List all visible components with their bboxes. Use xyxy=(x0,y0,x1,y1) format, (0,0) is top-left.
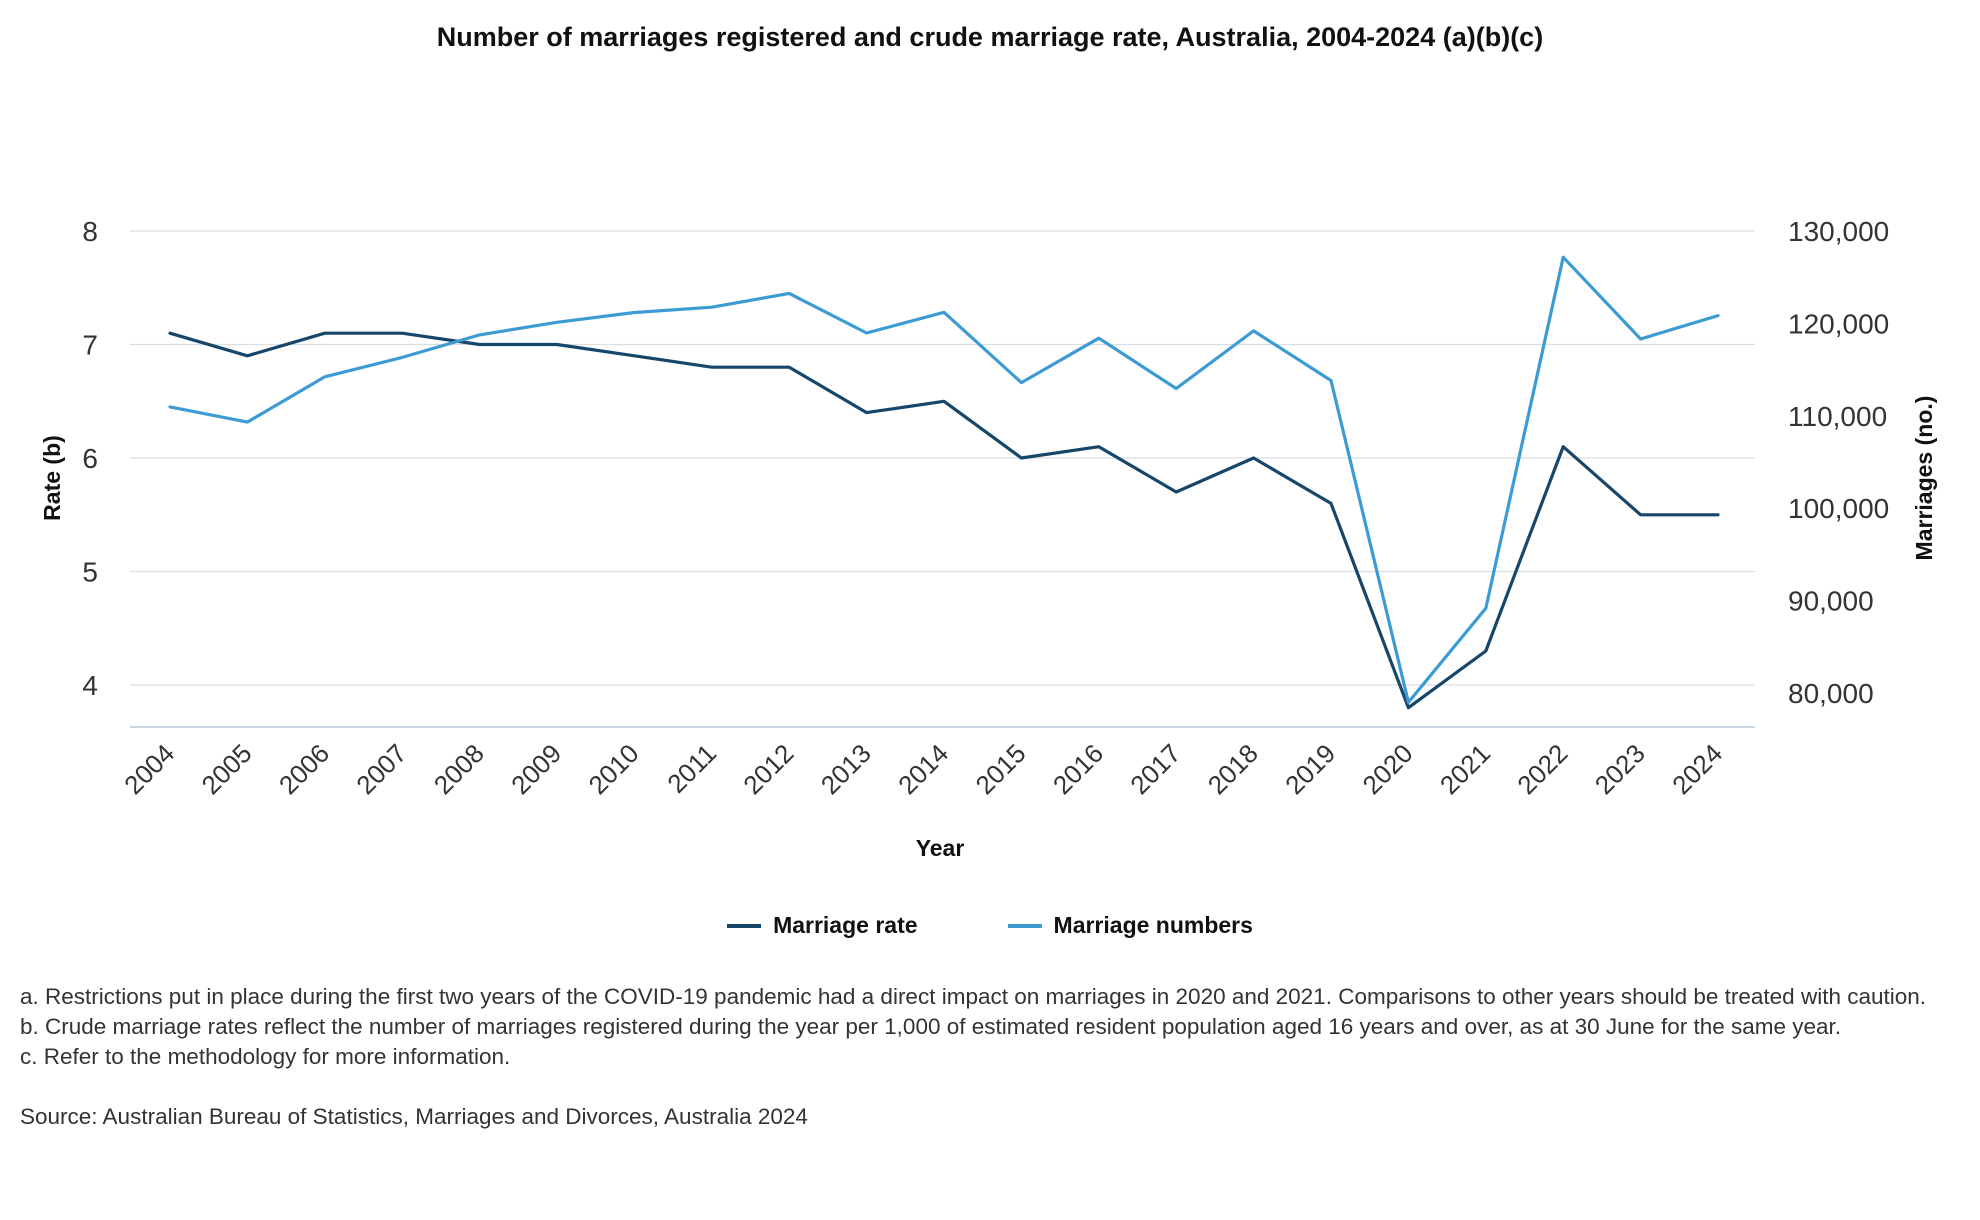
legend-item-rate[interactable]: Marriage rate xyxy=(727,912,918,939)
x-tick-label: 2021 xyxy=(1434,738,1496,800)
legend-item-numbers[interactable]: Marriage numbers xyxy=(1007,912,1253,939)
legend-swatch-rate xyxy=(727,923,762,928)
left-tick-label: 5 xyxy=(82,557,98,588)
x-tick-label: 2015 xyxy=(970,738,1032,800)
left-axis-label: Rate (b) xyxy=(39,435,65,521)
x-tick-label: 2008 xyxy=(428,738,490,800)
x-tick-label: 2014 xyxy=(892,738,954,800)
legend: Marriage rate Marriage numbers xyxy=(0,912,1980,939)
x-tick-label: 2019 xyxy=(1279,738,1341,800)
x-tick-label: 2005 xyxy=(196,738,258,800)
legend-label-numbers: Marriage numbers xyxy=(1053,912,1253,938)
series-lines xyxy=(168,255,1720,710)
right-y-axis: 130,000 120,000 110,000 100,000 90,000 80,000 xyxy=(1788,216,1889,709)
right-tick-label: 120,000 xyxy=(1788,308,1889,339)
left-y-axis: 8 7 6 5 4 xyxy=(82,216,98,701)
x-axis: 2004 2005 2006 2007 2008 2009 2010 2011 2012 2013… xyxy=(118,726,1755,800)
right-tick-label: 130,000 xyxy=(1788,216,1889,247)
left-tick-label: 4 xyxy=(82,670,98,701)
x-tick-label: 2004 xyxy=(118,738,180,800)
series-line-marriage-numbers xyxy=(168,255,1720,704)
footnote-b: b. Crude marriage rates reflect the numb… xyxy=(20,1014,1842,1039)
right-tick-label: 100,000 xyxy=(1788,493,1889,524)
line-chart: 8 7 6 5 4 130,000 120,000 110,000 100,000 90,000… xyxy=(39,216,1937,861)
legend-swatch-numbers xyxy=(1007,923,1042,928)
left-tick-label: 8 xyxy=(82,216,98,247)
legend-label-rate: Marriage rate xyxy=(773,912,918,938)
x-axis-label: Year xyxy=(916,835,965,861)
x-tick-label: 2006 xyxy=(273,738,335,800)
left-tick-label: 6 xyxy=(82,443,98,474)
x-tick-label: 2012 xyxy=(737,738,799,800)
x-tick-label: 2009 xyxy=(505,738,567,800)
left-tick-label: 7 xyxy=(82,330,98,361)
x-tick-label: 2023 xyxy=(1589,738,1651,800)
x-tick-label: 2020 xyxy=(1357,738,1419,800)
footnote-a: a. Restrictions put in place during the … xyxy=(20,984,1927,1009)
x-tick-label: 2010 xyxy=(583,738,645,800)
x-tick-label: 2022 xyxy=(1511,738,1573,800)
footnotes: a. Restrictions put in place during the … xyxy=(20,982,1970,1132)
x-tick-label: 2013 xyxy=(815,738,877,800)
series-line-marriage-rate xyxy=(168,331,1720,710)
chart-title: Number of marriages registered and crude… xyxy=(436,22,1544,52)
x-tick-label: 2017 xyxy=(1124,738,1186,800)
right-axis-label: Marriages (no.) xyxy=(1911,396,1937,561)
x-tick-label: 2016 xyxy=(1047,738,1109,800)
x-tick-label: 2007 xyxy=(350,738,412,800)
gridlines xyxy=(130,230,1755,686)
x-tick-label: 2011 xyxy=(661,738,722,799)
right-tick-label: 90,000 xyxy=(1788,586,1874,617)
source-note: Source: Australian Bureau of Statistics,… xyxy=(20,1104,808,1129)
right-tick-label: 110,000 xyxy=(1788,401,1887,432)
footnote-c: c. Refer to the methodology for more inf… xyxy=(20,1044,511,1069)
x-tick-label: 2024 xyxy=(1666,738,1728,800)
right-tick-label: 80,000 xyxy=(1788,678,1874,709)
x-tick-label: 2018 xyxy=(1202,738,1264,800)
